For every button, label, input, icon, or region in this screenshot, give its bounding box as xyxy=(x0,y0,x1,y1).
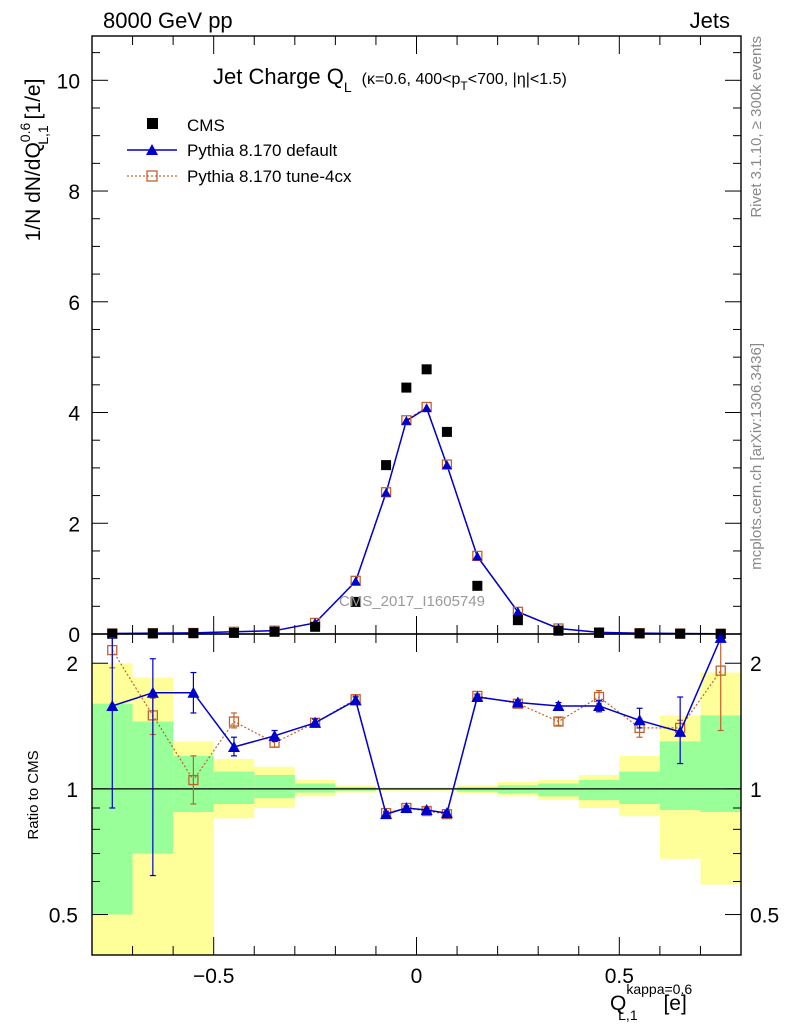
default-main-line xyxy=(112,406,721,635)
main-y-tick-label: 4 xyxy=(68,403,80,426)
ratio-panel: 0.5 0.5 1 1 2 2 −0.5 0 0.5 xyxy=(49,631,779,988)
default-main-point xyxy=(441,460,452,470)
cms-data-point xyxy=(512,615,523,626)
ratio-y-tick-label-left: 0.5 xyxy=(49,905,78,928)
band-inner-bin xyxy=(700,715,741,813)
x-axis-label: Qkappa=0.6 L,1 [e] xyxy=(610,981,692,1023)
cms-data-point xyxy=(553,625,564,636)
cms-data-point xyxy=(441,426,452,437)
default-ratio-point xyxy=(674,725,687,737)
default-main-point xyxy=(472,551,483,561)
main-panel: 0 2 4 6 8 10 xyxy=(57,35,742,647)
ratio-y-tick-label-left: 1 xyxy=(66,779,78,802)
cms-data-point xyxy=(472,580,483,591)
legend-default-label: Pythia 8.170 default xyxy=(187,141,338,160)
default-ratio-point xyxy=(106,699,119,711)
x-tick-label: 0 xyxy=(411,965,423,988)
default-main-point xyxy=(381,487,392,497)
tune-ratio-point xyxy=(228,716,240,727)
cms-data-point xyxy=(350,596,361,607)
default-main-point xyxy=(421,403,432,413)
main-y-tick-label: 8 xyxy=(68,181,80,204)
default-ratio-point xyxy=(420,804,433,816)
header-process: Jets xyxy=(690,8,730,33)
band-inner-bin xyxy=(294,783,336,793)
cms-data-point xyxy=(188,628,199,639)
main-y-axis-label: 1/N dN/dQ0.6 L,1 [1/e] xyxy=(17,79,51,242)
default-ratio-point xyxy=(380,808,393,820)
cms-data-point xyxy=(421,364,432,375)
default-ratio-point xyxy=(268,729,281,741)
default-ratio-point xyxy=(440,807,453,819)
ratio-y-axis-label: Ratio to CMS xyxy=(25,750,42,839)
legend-tune-marker xyxy=(146,170,158,182)
default-ratio-point xyxy=(471,691,484,703)
default-ratio-point xyxy=(633,714,646,726)
tune-ratio-point xyxy=(715,665,726,676)
main-y-tick-label: 6 xyxy=(68,292,80,315)
side-mcplots-label: mcplots.cern.ch [arXiv:1306.3436] xyxy=(748,343,765,570)
default-main-point xyxy=(350,576,361,586)
default-ratio-point xyxy=(146,686,159,698)
main-y-tick-label: 10 xyxy=(57,70,80,93)
cms-data-point xyxy=(594,627,605,638)
legend-default-marker xyxy=(146,144,158,155)
ratio-y-tick-label-left: 2 xyxy=(66,653,78,676)
default-main-point xyxy=(512,606,523,616)
cms-data-point xyxy=(310,621,321,632)
tune-ratio-point xyxy=(188,774,199,786)
cms-data-point xyxy=(228,627,239,638)
default-ratio-point xyxy=(227,740,240,752)
default-ratio-point xyxy=(593,699,606,711)
default-ratio-point xyxy=(552,699,565,711)
legend-cms-label: CMS xyxy=(187,116,225,135)
band-inner-bin xyxy=(254,774,295,799)
band-inner-bin xyxy=(578,780,620,801)
main-y-tick-label: 0 xyxy=(68,624,80,647)
x-tick-label: −0.5 xyxy=(193,965,234,988)
band-inner-bin xyxy=(619,771,660,805)
ratio-y-tick-label-right: 0.5 xyxy=(750,905,779,928)
analysis-watermark: CMS_2017_I1605749 xyxy=(339,593,485,610)
default-ratio-point xyxy=(714,631,727,643)
legend-tune-label: Pythia 8.170 tune-4cx xyxy=(187,167,352,186)
header-energy: 8000 GeV pp xyxy=(103,8,233,33)
cms-data-point xyxy=(381,460,392,471)
plot-title: Jet Charge QL (κ=0.6, 400<pT<700, |η|<1.5… xyxy=(213,64,567,95)
band-inner-bin xyxy=(213,771,255,805)
legend: CMS Pythia 8.170 default Pythia 8.170 tu… xyxy=(127,116,352,186)
main-y-tick-label: 2 xyxy=(68,513,80,536)
tune-ratio-point xyxy=(553,716,564,727)
cms-data-point xyxy=(401,382,412,393)
side-rivet-label: Rivet 3.1.10, ≥ 300k events xyxy=(748,36,765,218)
default-ratio-point xyxy=(187,686,200,698)
default-ratio-point xyxy=(400,801,413,813)
default-ratio-point xyxy=(309,716,322,728)
band-inner-bin xyxy=(538,783,579,797)
tune-ratio-line xyxy=(111,649,722,815)
cms-data-point xyxy=(269,626,280,637)
legend-cms-marker xyxy=(147,118,158,129)
default-ratio-point xyxy=(349,694,362,706)
default-ratio-line xyxy=(112,637,722,816)
default-ratio-point xyxy=(511,696,524,708)
ratio-y-tick-label-right: 1 xyxy=(750,779,762,802)
default-main-point xyxy=(401,415,412,425)
x-tick-label: 0.5 xyxy=(605,965,634,988)
ratio-y-tick-label-right: 2 xyxy=(750,653,762,676)
